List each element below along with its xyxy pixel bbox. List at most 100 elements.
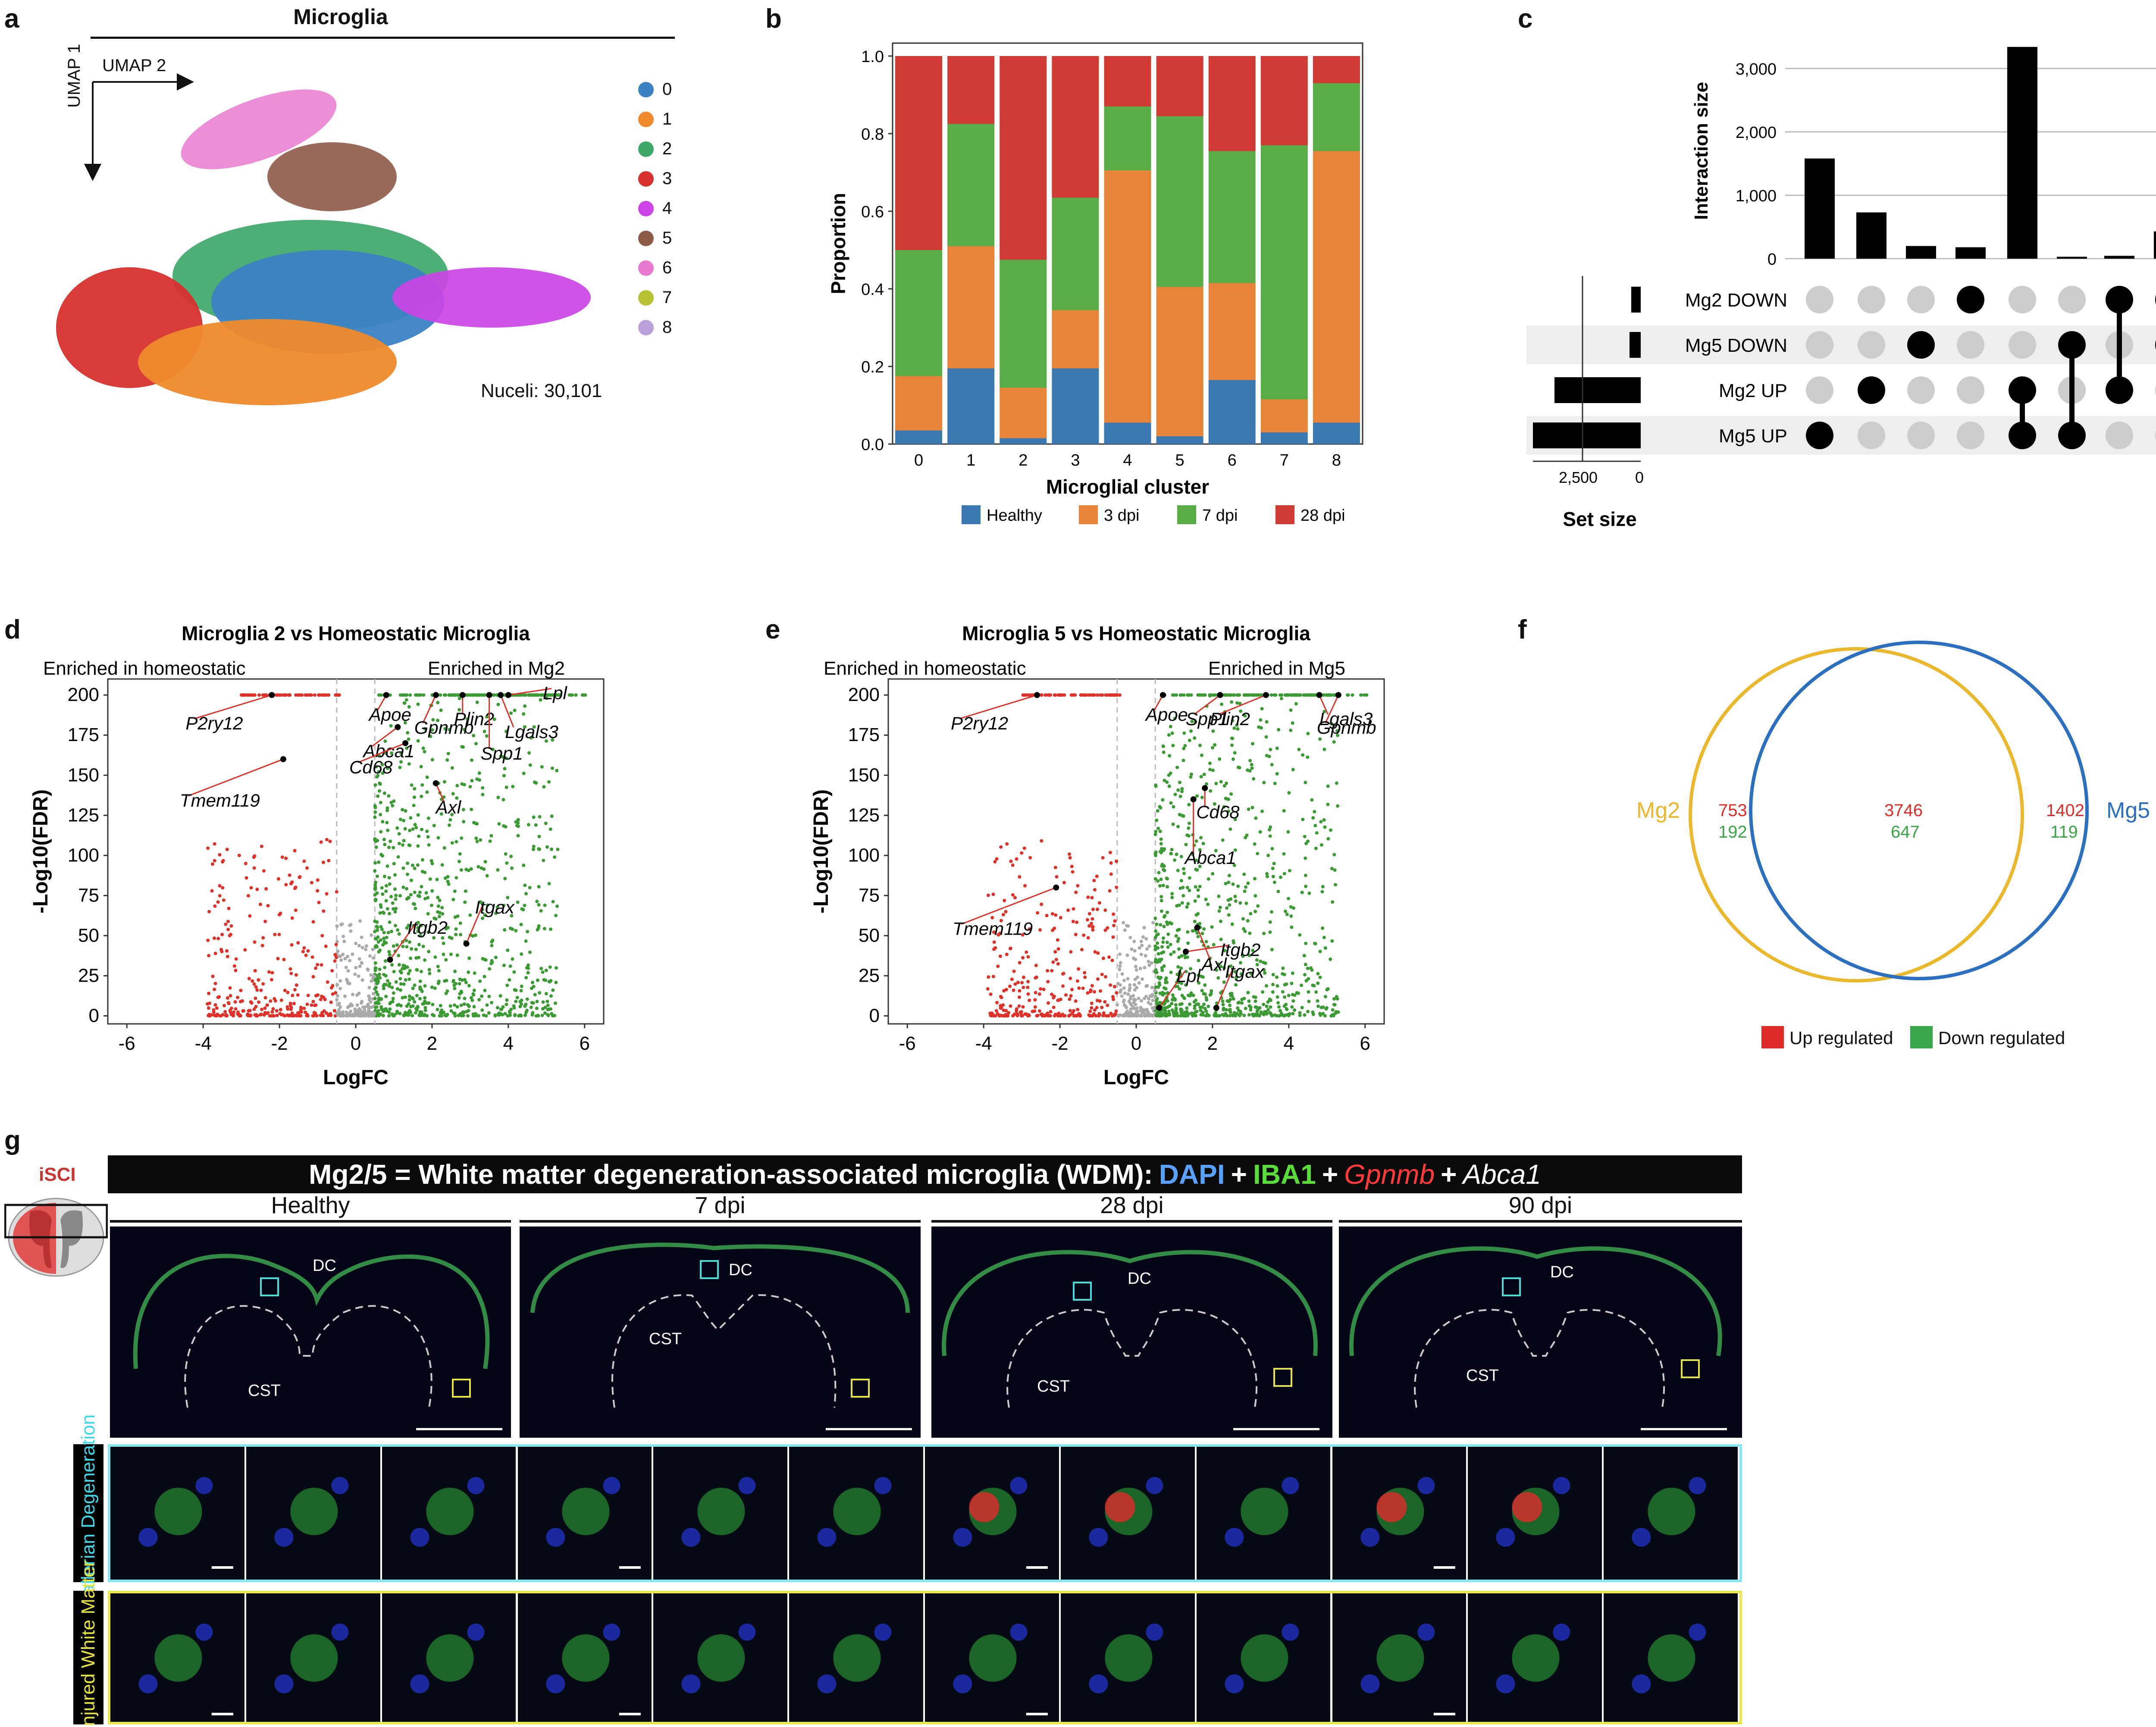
volcano-point bbox=[1187, 1012, 1191, 1016]
volcano-point bbox=[539, 698, 542, 702]
volcano-point bbox=[253, 693, 257, 697]
volcano-point bbox=[1068, 852, 1072, 856]
volcano-point bbox=[1123, 928, 1127, 932]
x-tick-label: 4 bbox=[1284, 1033, 1294, 1054]
micrograph-tile bbox=[517, 1447, 654, 1580]
volcano-point bbox=[1133, 949, 1137, 953]
volcano-point bbox=[1197, 895, 1200, 898]
volcano-point bbox=[1269, 825, 1272, 829]
volcano-point bbox=[407, 995, 411, 998]
volcano-point bbox=[319, 1014, 323, 1017]
legend-swatch bbox=[1079, 505, 1098, 524]
volcano-point bbox=[382, 982, 386, 986]
y-axis-label: -Log10(FDR) bbox=[29, 789, 52, 914]
volcano-point bbox=[260, 845, 263, 848]
gene-label: Plin2 bbox=[1210, 709, 1250, 729]
volcano-point bbox=[1111, 935, 1115, 939]
volcano-point bbox=[436, 964, 440, 968]
volcano-point bbox=[1273, 782, 1277, 785]
volcano-point bbox=[1017, 1004, 1021, 1008]
volcano-point bbox=[453, 1003, 457, 1007]
volcano-point bbox=[539, 909, 543, 913]
volcano-point bbox=[332, 1009, 336, 1013]
gene-label-arrow bbox=[371, 726, 398, 747]
volcano-point bbox=[487, 995, 491, 998]
region-dc: DC bbox=[1128, 1270, 1151, 1288]
volcano-point bbox=[393, 887, 397, 891]
umap-clusters bbox=[56, 89, 591, 405]
panel-label-f: f bbox=[1518, 615, 1527, 644]
volcano-point bbox=[1108, 889, 1112, 893]
volcano-point bbox=[497, 822, 501, 826]
volcano-point bbox=[1256, 852, 1260, 856]
x-tick-label: 6 bbox=[580, 1033, 590, 1054]
volcano-point bbox=[1156, 879, 1160, 883]
volcano-point bbox=[383, 842, 387, 846]
bar-segment bbox=[1156, 436, 1203, 444]
volcano-point bbox=[1156, 932, 1160, 936]
volcano-point bbox=[1202, 1002, 1206, 1006]
volcano-point bbox=[1245, 833, 1249, 837]
volcano-point bbox=[404, 939, 408, 942]
volcano-point bbox=[322, 909, 326, 913]
volcano-point bbox=[277, 932, 281, 936]
volcano-point bbox=[419, 693, 423, 697]
volcano-point bbox=[1015, 857, 1018, 861]
volcano-point bbox=[450, 813, 454, 817]
volcano-point bbox=[1333, 868, 1337, 872]
gene-label: P2ry12 bbox=[951, 713, 1008, 733]
volcano-point bbox=[1005, 842, 1009, 846]
volcano-point bbox=[479, 866, 483, 870]
volcano-point bbox=[1213, 802, 1216, 806]
volcano-point bbox=[358, 964, 362, 968]
volcano-point bbox=[436, 719, 439, 723]
umap-legend-dot bbox=[638, 319, 654, 335]
volcano-point bbox=[1211, 729, 1215, 733]
volcano-point bbox=[516, 900, 520, 904]
volcano-point bbox=[1166, 932, 1170, 936]
gene-point bbox=[269, 692, 275, 698]
volcano-point bbox=[1217, 909, 1221, 913]
volcano-point bbox=[337, 954, 341, 958]
volcano-point bbox=[505, 785, 508, 789]
volcano-point bbox=[1321, 926, 1325, 930]
volcano-point bbox=[373, 1006, 377, 1010]
volcano-point bbox=[346, 1005, 350, 1009]
volcano-point bbox=[1162, 751, 1166, 754]
volcano-point bbox=[995, 857, 999, 861]
volcano-point bbox=[1231, 736, 1235, 740]
volcano-point bbox=[1134, 1002, 1138, 1006]
volcano-point bbox=[423, 870, 427, 874]
volcano-point bbox=[533, 993, 537, 997]
x-tick-label: -4 bbox=[975, 1033, 992, 1054]
volcano-point bbox=[519, 989, 523, 993]
volcano-point bbox=[396, 855, 400, 859]
volcano-point bbox=[1138, 967, 1142, 970]
volcano-point bbox=[357, 1011, 361, 1015]
volcano-point bbox=[1323, 825, 1327, 829]
volcano-point bbox=[1230, 922, 1234, 926]
volcano-point bbox=[413, 1000, 417, 1004]
volcano-point bbox=[302, 859, 306, 863]
volcano-point bbox=[1314, 990, 1318, 994]
panel-g-header: Mg2/5 = White matter degeneration-associ… bbox=[108, 1155, 1742, 1193]
volcano-point bbox=[1206, 877, 1210, 881]
volcano-point bbox=[430, 986, 434, 989]
volcano-point bbox=[1064, 993, 1068, 997]
gene-label: Plin2 bbox=[454, 709, 494, 729]
volcano-point bbox=[1034, 991, 1037, 995]
volcano-point bbox=[1324, 1007, 1328, 1011]
volcano-point bbox=[1126, 977, 1130, 981]
volcano-point bbox=[526, 930, 530, 934]
volcano-point bbox=[508, 1014, 512, 1017]
volcano-point bbox=[477, 693, 481, 697]
volcano-point bbox=[270, 1014, 274, 1018]
volcano-point bbox=[367, 1013, 370, 1017]
volcano-point bbox=[1102, 1014, 1106, 1017]
volcano-point bbox=[453, 986, 457, 990]
volcano-point bbox=[1192, 1000, 1196, 1004]
volcano-point bbox=[1171, 693, 1175, 697]
volcano-point bbox=[495, 905, 499, 909]
volcano-point bbox=[393, 873, 397, 877]
micrograph-tile bbox=[1468, 1593, 1604, 1722]
